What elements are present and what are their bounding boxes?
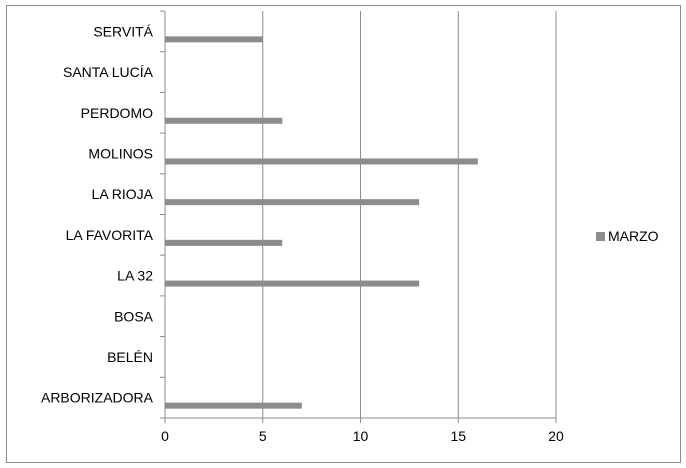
- bars: [165, 36, 478, 409]
- category-label: LA 32: [117, 268, 153, 284]
- chart-frame: SERVITÁ SANTA LUCÍA PERDOMO MOLINOS LA RIOJA…: [6, 5, 681, 463]
- x-tick-label: 5: [259, 428, 267, 444]
- x-tick-label: 20: [548, 428, 564, 444]
- bar: [165, 36, 263, 43]
- category-label: SERVITÁ: [93, 23, 153, 39]
- x-tick-label: 10: [353, 428, 369, 444]
- category-label: SANTA LUCÍA: [63, 64, 154, 80]
- legend: MARZO: [596, 228, 659, 244]
- category-label: PERDOMO: [81, 105, 153, 121]
- x-tick-label: 0: [161, 428, 169, 444]
- category-label: LA FAVORITA: [66, 227, 154, 243]
- axes: [160, 10, 557, 423]
- bar: [165, 239, 283, 246]
- category-label: LA RIOJA: [92, 186, 154, 202]
- bar-chart: SERVITÁ SANTA LUCÍA PERDOMO MOLINOS LA RIOJA…: [41, 10, 659, 444]
- legend-swatch: [596, 232, 605, 241]
- bar: [165, 280, 420, 287]
- x-tick-label: 15: [450, 428, 466, 444]
- bar: [165, 402, 302, 409]
- category-label: BELÉN: [107, 349, 153, 365]
- category-labels: SERVITÁ SANTA LUCÍA PERDOMO MOLINOS LA RIOJA…: [41, 23, 154, 405]
- category-label: BOSA: [114, 308, 154, 324]
- bar: [165, 117, 283, 124]
- gridlines: [262, 11, 557, 418]
- x-tick-labels: 0 5 10 15 20: [161, 428, 564, 444]
- category-label: MOLINOS: [88, 145, 153, 161]
- bar: [165, 158, 478, 165]
- bar: [165, 199, 420, 206]
- legend-label: MARZO: [608, 228, 659, 244]
- category-label: ARBORIZADORA: [41, 390, 154, 406]
